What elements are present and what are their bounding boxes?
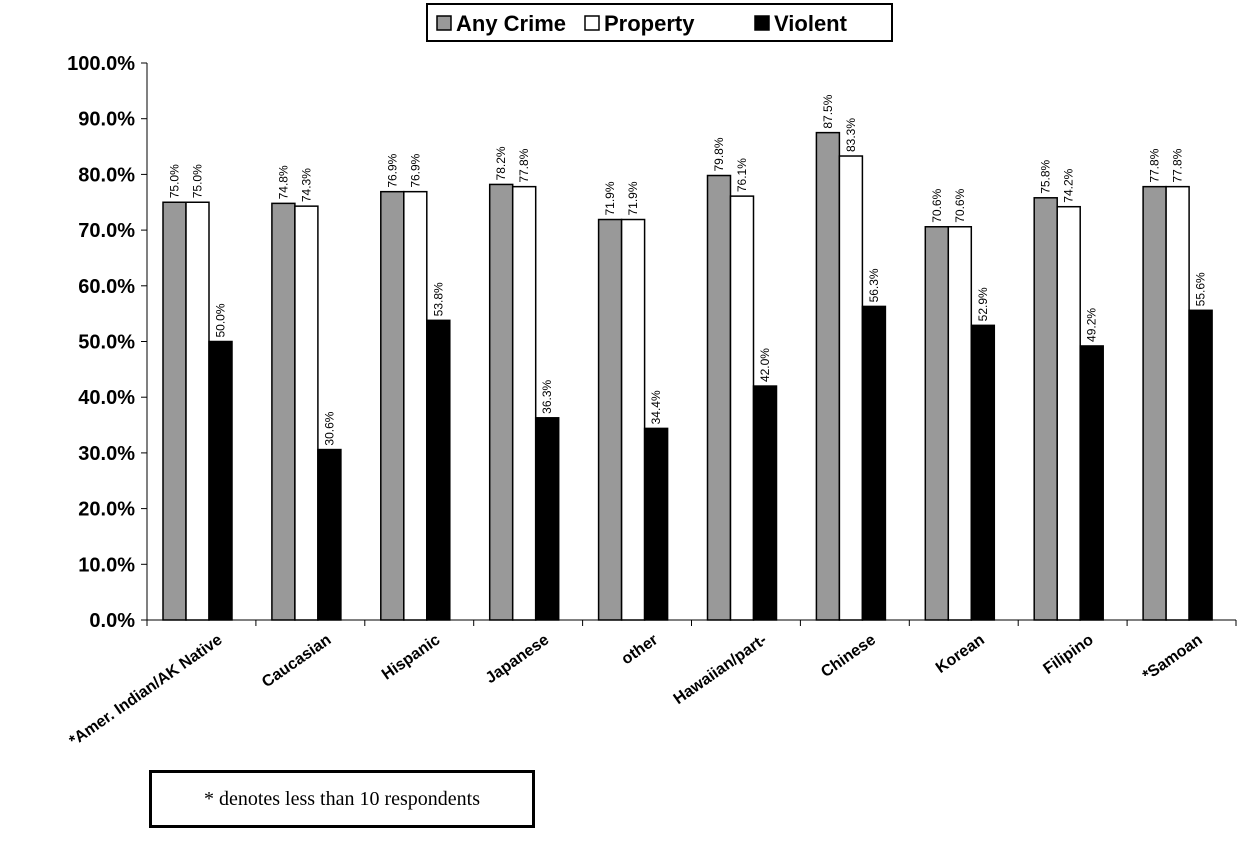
data-label: 79.8% — [712, 137, 726, 171]
bar-any-crime — [1142, 185, 1167, 621]
bar-property — [947, 226, 973, 621]
data-label: 76.9% — [408, 153, 422, 187]
y-tick-label: 40.0% — [78, 387, 135, 409]
x-tick-label: Hispanic — [379, 631, 443, 683]
data-label: 50.0% — [214, 303, 228, 337]
y-tick-label: 50.0% — [78, 332, 135, 354]
data-label: 42.0% — [758, 348, 772, 382]
legend-swatch-property — [584, 15, 600, 31]
legend-label: Violent — [774, 11, 848, 36]
bar-property — [1165, 185, 1190, 621]
data-label: 49.2% — [1085, 308, 1099, 342]
data-label: 75.0% — [168, 164, 182, 198]
bar-any-crime — [1033, 197, 1058, 621]
data-label: 74.2% — [1062, 168, 1076, 202]
bar-any-crime — [380, 190, 405, 621]
footnote-text: * denotes less than 10 respondents — [203, 787, 481, 810]
bar-violent — [1188, 309, 1213, 621]
x-tick-labels: *Amer. Indian/AK Native Caucasian Hispanic… — [66, 631, 1205, 750]
axes: 0.0% 10.0% 20.0% 30.0% 40.0% 50.0% 60.0% 70.0% 8… — [67, 53, 1237, 632]
data-label: 53.8% — [431, 282, 445, 316]
bar-property — [294, 205, 319, 621]
bar-property — [729, 195, 755, 621]
data-label: 77.8% — [1148, 148, 1162, 182]
y-tick-label: 100.0% — [67, 53, 135, 75]
data-label: 70.6% — [953, 188, 967, 222]
x-tick-label: Korean — [933, 631, 988, 677]
data-label: 30.6% — [322, 411, 336, 445]
data-label: 76.1% — [735, 158, 749, 192]
legend: Any Crime Property Violent — [426, 3, 893, 42]
bar-violent — [426, 319, 451, 621]
data-labels: 75.0% 75.0% 50.0% 74.8% 74.3% 30.6% 76.9% 76.9%… — [168, 94, 1208, 445]
y-tick-label: 60.0% — [78, 276, 135, 298]
y-tick-label: 90.0% — [78, 109, 135, 131]
data-label: 71.9% — [603, 181, 617, 215]
x-tick-label: Japanese — [483, 631, 553, 687]
y-tick-label: 30.0% — [78, 443, 135, 465]
y-tick-label: 80.0% — [78, 164, 135, 186]
bar-any-crime — [815, 131, 841, 621]
bar-any-crime — [924, 226, 950, 621]
data-label: 70.6% — [930, 188, 944, 222]
data-label: 76.9% — [385, 153, 399, 187]
data-label: 77.8% — [1171, 148, 1185, 182]
x-tick-label: other — [619, 631, 662, 668]
x-tick-label: Chinese — [818, 631, 879, 681]
legend-box — [426, 3, 893, 42]
data-label: 83.3% — [844, 118, 858, 152]
bar-any-crime — [597, 218, 623, 621]
data-label: 55.6% — [1194, 272, 1208, 306]
data-label: 36.3% — [540, 379, 554, 413]
data-label: 77.8% — [517, 148, 531, 182]
legend-swatch-any-crime — [436, 15, 452, 31]
bar-violent — [1079, 345, 1104, 621]
data-label: 71.9% — [626, 181, 640, 215]
bar-any-crime — [706, 174, 732, 621]
x-tick-label: *Amer. Indian/AK Native — [66, 631, 225, 750]
x-tick-label: *Samoan — [1140, 631, 1206, 684]
y-tick-label: 70.0% — [78, 220, 135, 242]
bar-violent — [752, 385, 778, 621]
legend-label: Property — [604, 11, 695, 36]
y-tick-label: 10.0% — [78, 554, 135, 576]
bar-property — [403, 190, 428, 621]
legend-swatch-violent — [754, 15, 770, 31]
data-label: 75.0% — [191, 164, 205, 198]
footnote: * denotes less than 10 respondents — [149, 770, 535, 828]
bar-violent — [643, 427, 669, 621]
bar-any-crime — [488, 183, 514, 621]
bar-violent — [970, 324, 996, 621]
x-tick-label: Hawaiian/part- — [671, 631, 770, 708]
data-label: 74.3% — [299, 168, 313, 202]
x-tick-label: Caucasian — [259, 631, 334, 691]
data-label: 78.2% — [494, 146, 508, 180]
bar-property — [620, 218, 646, 621]
bar-violent — [317, 448, 342, 621]
bar-property — [185, 201, 210, 621]
y-tick-label: 20.0% — [78, 499, 135, 521]
bar-any-crime — [271, 202, 296, 621]
bars — [162, 131, 1213, 621]
bar-property — [838, 155, 864, 621]
data-label: 87.5% — [821, 94, 835, 128]
bar-violent — [534, 417, 560, 621]
bar-any-crime — [162, 201, 187, 621]
bar-property — [511, 185, 537, 621]
bar-violent — [861, 305, 887, 621]
data-label: 34.4% — [649, 390, 663, 424]
legend-label: Any Crime — [456, 11, 566, 36]
bar-property — [1056, 205, 1081, 621]
data-label: 56.3% — [867, 268, 881, 302]
data-label: 74.8% — [276, 165, 290, 199]
bar-violent — [208, 340, 233, 621]
y-tick-label: 0.0% — [89, 610, 135, 632]
data-label: 75.8% — [1039, 159, 1053, 193]
data-label: 52.9% — [976, 287, 990, 321]
x-tick-label: Filipino — [1040, 631, 1097, 678]
